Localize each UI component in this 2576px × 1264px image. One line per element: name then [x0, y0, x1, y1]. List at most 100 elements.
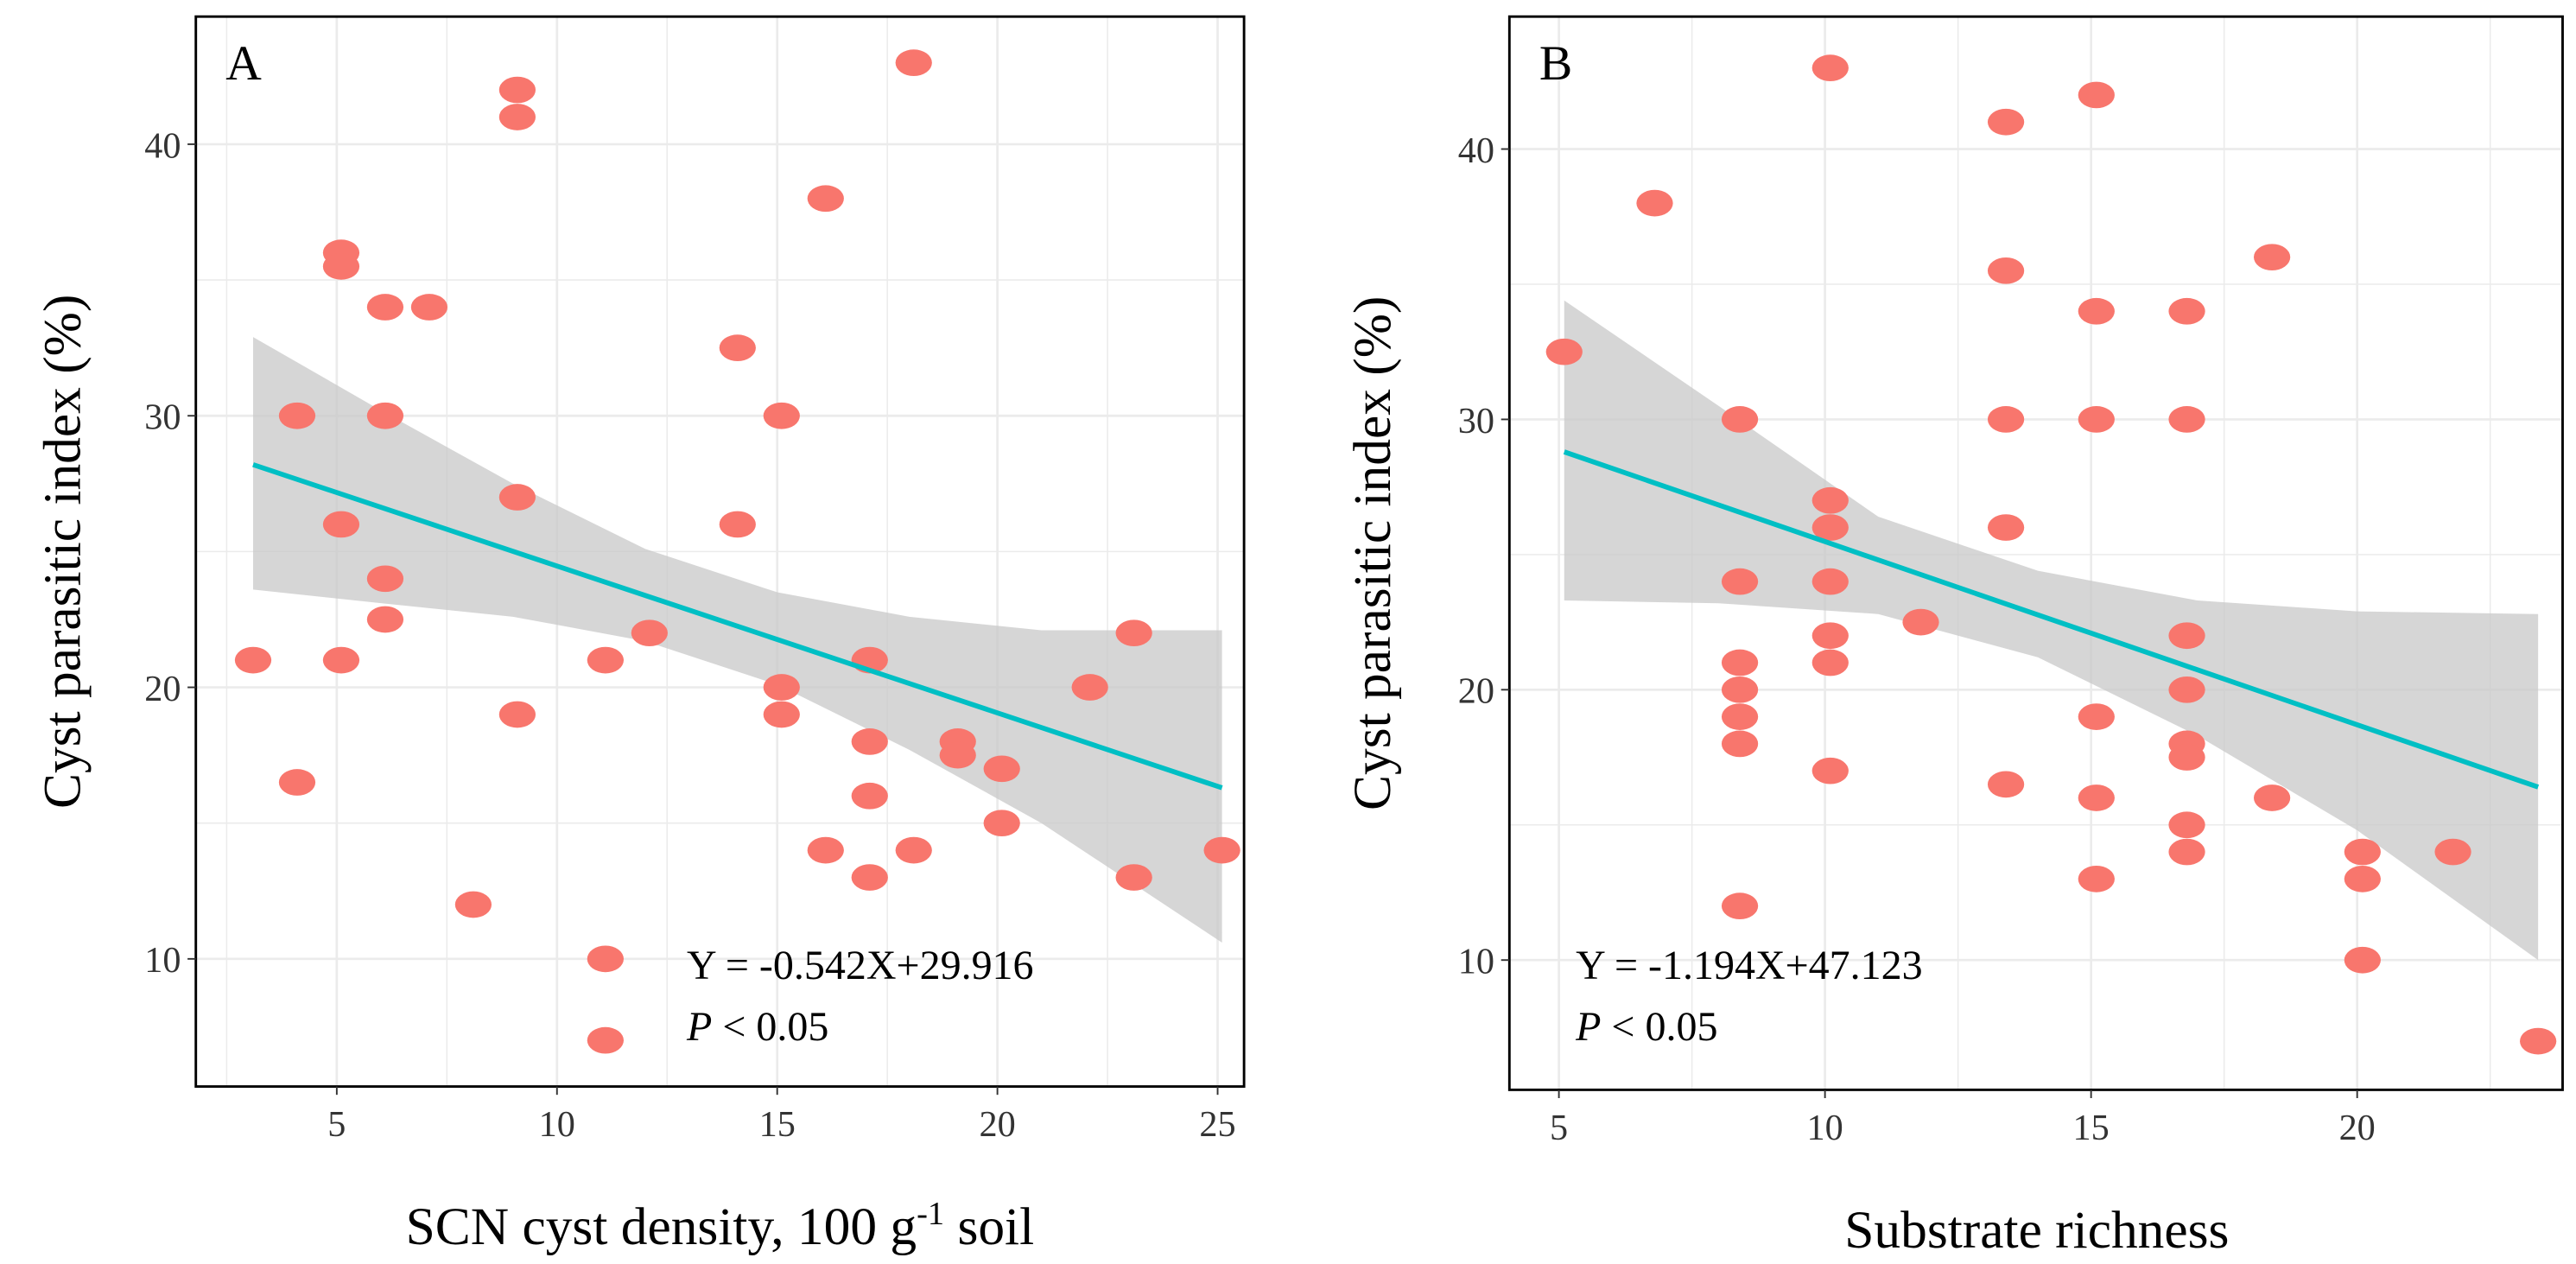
- data-point: [1721, 406, 1759, 433]
- y-tick-label: 40: [1458, 130, 1494, 171]
- data-point: [763, 402, 800, 429]
- data-point: [366, 294, 404, 321]
- data-point: [1721, 703, 1759, 730]
- data-point: [1721, 649, 1759, 676]
- data-point: [2520, 1027, 2557, 1055]
- data-point: [2168, 744, 2205, 771]
- data-point: [2344, 946, 2381, 974]
- data-point: [895, 836, 932, 864]
- data-point: [1721, 892, 1759, 919]
- data-point: [587, 1026, 624, 1054]
- data-point: [1811, 514, 1849, 541]
- data-point: [2253, 784, 2291, 811]
- data-point: [322, 646, 360, 674]
- p-symbol: P: [686, 1004, 712, 1050]
- x-axis-label-main: SCN cyst density, 100 g: [406, 1197, 917, 1256]
- regression-line: [252, 462, 1223, 791]
- data-point: [498, 104, 536, 130]
- y-axis-label: Cyst parasitic index (%): [33, 295, 92, 809]
- data-point: [2078, 406, 2115, 433]
- data-point: [322, 253, 360, 280]
- panel-label: A: [225, 36, 262, 91]
- data-point: [1721, 568, 1759, 595]
- x-tick-label: 25: [1199, 1104, 1235, 1145]
- x-tick-label: 10: [539, 1104, 575, 1145]
- p-symbol: P: [1575, 1004, 1601, 1050]
- x-axis-label-unit: soil: [944, 1197, 1034, 1256]
- data-point: [983, 755, 1020, 783]
- x-tick-label: 20: [980, 1104, 1016, 1145]
- data-point: [1811, 54, 1849, 82]
- y-tick-label: 10: [1458, 942, 1494, 982]
- data-point: [719, 511, 756, 538]
- data-point: [1115, 864, 1152, 891]
- data-point: [2168, 406, 2205, 433]
- data-point: [851, 728, 888, 755]
- y-tick-label: 10: [144, 940, 181, 981]
- x-tick-label: 15: [759, 1104, 796, 1145]
- data-point: [498, 76, 536, 104]
- data-point: [2168, 676, 2205, 703]
- regression-line: [1563, 449, 2540, 790]
- data-point: [322, 511, 360, 538]
- x-axis-label: Substrate richness: [1844, 1201, 2229, 1260]
- x-tick-label: 5: [1550, 1108, 1568, 1148]
- data-point: [807, 836, 844, 864]
- data-point: [1115, 619, 1152, 647]
- data-point: [2168, 838, 2205, 866]
- data-point: [1811, 622, 1849, 650]
- data-point: [1987, 108, 2025, 136]
- x-tick-label: 15: [2073, 1108, 2110, 1148]
- y-tick-label: 20: [144, 669, 181, 709]
- data-point: [1987, 514, 2025, 541]
- x-tick-label: 5: [327, 1104, 346, 1145]
- data-point: [2078, 703, 2115, 730]
- data-point: [234, 646, 272, 674]
- data-point: [2253, 244, 2291, 271]
- data-point: [763, 674, 800, 701]
- data-point: [454, 891, 492, 918]
- data-point: [2168, 811, 2205, 839]
- data-point: [2168, 622, 2205, 650]
- p-value-annotation: P < 0.05: [686, 1004, 828, 1050]
- panel-border: [194, 15, 1246, 1089]
- data-point: [366, 606, 404, 633]
- data-point: [587, 945, 624, 973]
- data-point: [983, 810, 1020, 837]
- data-point: [498, 701, 536, 728]
- x-tick-label: 10: [1807, 1108, 1843, 1148]
- panel-b: 5 10 15 20 10 20 30 40 B Cyst parasitic index (%)…: [1343, 15, 2564, 1260]
- data-point: [895, 49, 932, 76]
- panel-border: [1507, 15, 2564, 1091]
- data-point: [498, 484, 536, 511]
- y-axis-label: Cyst parasitic index (%): [1343, 296, 1402, 810]
- data-point: [410, 294, 448, 321]
- data-point: [366, 565, 404, 593]
- regression-equation: Y = -1.194X+47.123: [1576, 943, 1923, 988]
- regression-equation: Y = -0.542X+29.916: [687, 943, 1034, 988]
- data-point: [366, 402, 404, 429]
- data-point: [1811, 649, 1849, 676]
- data-point: [1987, 406, 2025, 433]
- data-point: [1811, 757, 1849, 784]
- panel-a: 5 10 15 20 25 10 20 30 40 A Cyst parasitic index (…: [33, 15, 1246, 1256]
- data-point: [2078, 865, 2115, 892]
- data-point: [807, 185, 844, 213]
- data-point: [719, 334, 756, 362]
- data-point: [1811, 486, 1849, 514]
- data-point: [1071, 674, 1108, 701]
- data-point: [1987, 257, 2025, 284]
- x-axis-label: SCN cyst density, 100 g-1 soil: [406, 1196, 1035, 1256]
- data-point: [1721, 730, 1759, 758]
- data-point: [939, 741, 976, 769]
- data-point: [1636, 189, 1673, 217]
- data-point: [2344, 838, 2381, 866]
- data-point: [587, 646, 624, 674]
- data-point: [1811, 568, 1849, 595]
- p-value: < 0.05: [712, 1004, 828, 1050]
- y-tick-label: 40: [144, 125, 181, 166]
- x-axis-label-superscript: -1: [917, 1196, 944, 1232]
- data-point: [2168, 297, 2205, 325]
- confidence-band: [252, 337, 1222, 943]
- panel-label: B: [1539, 36, 1572, 91]
